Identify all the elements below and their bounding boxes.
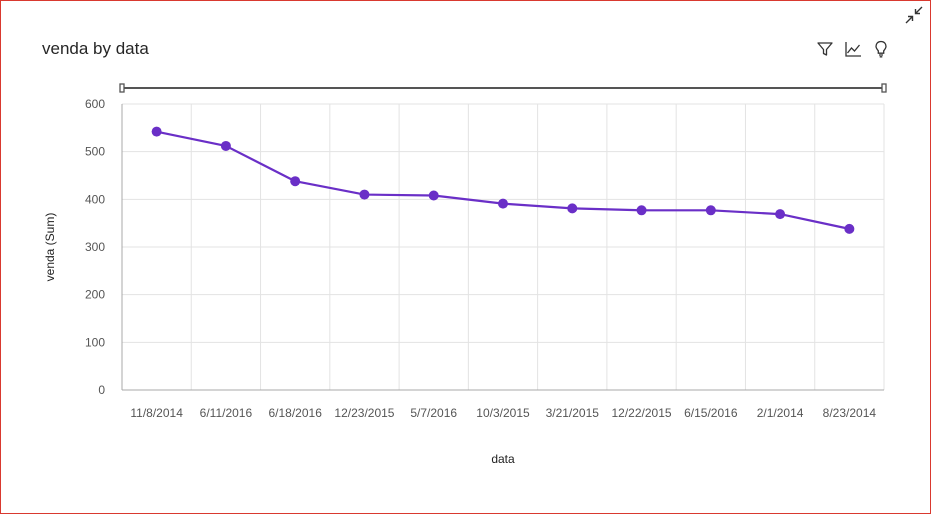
chart-toolbar xyxy=(815,39,891,59)
data-point[interactable] xyxy=(151,126,162,137)
y-tick-label: 400 xyxy=(85,192,105,206)
y-tick-label: 200 xyxy=(85,288,105,302)
chart-title: venda by data xyxy=(42,39,149,58)
y-axis-label: venda (Sum) xyxy=(43,213,57,282)
data-point[interactable] xyxy=(636,205,647,216)
data-point[interactable] xyxy=(498,198,508,209)
x-tick-label: 5/7/2016 xyxy=(410,406,457,420)
x-tick-label: 10/3/2015 xyxy=(476,406,530,420)
data-point[interactable] xyxy=(359,189,370,200)
data-point[interactable] xyxy=(290,176,301,187)
data-point[interactable] xyxy=(705,205,716,216)
x-axis-label: data xyxy=(491,452,515,466)
y-tick-label: 500 xyxy=(85,145,105,159)
slider-handle-right[interactable] xyxy=(881,83,887,93)
filter-icon[interactable] xyxy=(815,39,835,59)
x-tick-label: 6/15/2016 xyxy=(684,406,738,420)
collapse-icon[interactable] xyxy=(904,5,924,25)
insight-bulb-icon[interactable] xyxy=(871,39,891,59)
y-tick-label: 300 xyxy=(85,240,105,254)
y-tick-label: 100 xyxy=(85,335,105,349)
x-tick-label: 11/8/2014 xyxy=(130,406,183,420)
x-tick-label: 8/23/2014 xyxy=(823,406,877,420)
x-tick-label: 6/18/2016 xyxy=(268,406,322,420)
x-tick-label: 6/11/2016 xyxy=(200,406,253,420)
x-tick-label: 3/21/2015 xyxy=(546,406,600,420)
data-point[interactable] xyxy=(220,140,231,151)
slider-handle-left[interactable] xyxy=(119,83,125,93)
data-point[interactable] xyxy=(844,223,855,234)
data-point[interactable] xyxy=(428,190,439,201)
y-tick-label: 600 xyxy=(85,97,105,111)
x-tick-label: 12/23/2015 xyxy=(334,406,394,420)
range-slider[interactable] xyxy=(119,83,887,93)
chart-type-icon[interactable] xyxy=(843,39,863,59)
x-tick-label: 2/1/2014 xyxy=(757,406,804,420)
x-tick-label: 12/22/2015 xyxy=(612,406,672,420)
data-point[interactable] xyxy=(567,203,578,214)
y-tick-label: 0 xyxy=(98,383,105,397)
data-point[interactable] xyxy=(775,209,786,220)
